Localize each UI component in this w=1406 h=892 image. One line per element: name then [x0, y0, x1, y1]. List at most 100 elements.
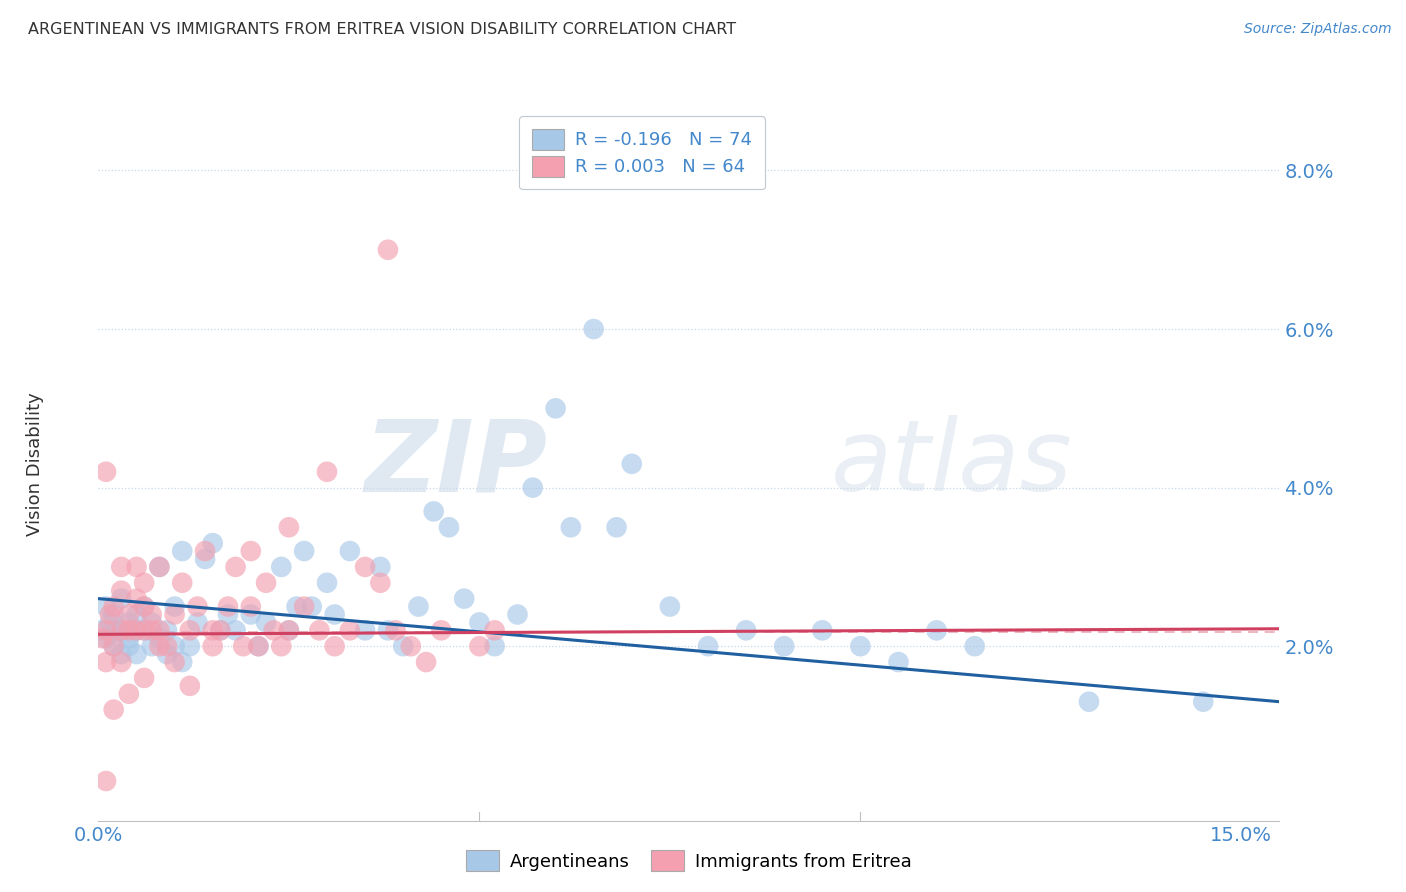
Point	[118, 607, 141, 622]
Point	[354, 560, 377, 574]
Point	[430, 624, 453, 638]
Point	[620, 457, 643, 471]
Point	[232, 639, 254, 653]
Point	[194, 552, 217, 566]
Point	[118, 639, 141, 653]
Point	[134, 599, 156, 614]
Point	[201, 536, 224, 550]
Point	[163, 655, 186, 669]
Legend: R = -0.196   N = 74, R = 0.003   N = 64: R = -0.196 N = 74, R = 0.003 N = 64	[519, 116, 765, 189]
Point	[94, 632, 117, 646]
Point	[156, 639, 179, 653]
Point	[254, 575, 277, 590]
Point	[263, 624, 285, 638]
Point	[316, 465, 339, 479]
Point	[339, 624, 361, 638]
Point	[194, 544, 217, 558]
Point	[606, 520, 628, 534]
Point	[201, 639, 224, 653]
Point	[134, 624, 156, 638]
Point	[468, 639, 491, 653]
Point	[209, 624, 232, 638]
Point	[247, 639, 270, 653]
Point	[735, 624, 758, 638]
Point	[110, 655, 132, 669]
Text: ARGENTINEAN VS IMMIGRANTS FROM ERITREA VISION DISABILITY CORRELATION CHART: ARGENTINEAN VS IMMIGRANTS FROM ERITREA V…	[28, 22, 737, 37]
Point	[118, 687, 141, 701]
Point	[94, 465, 117, 479]
Point	[254, 615, 277, 630]
Point	[415, 655, 437, 669]
Point	[163, 607, 186, 622]
Point	[118, 624, 141, 638]
Point	[94, 624, 117, 638]
Point	[107, 624, 129, 638]
Point	[110, 624, 132, 638]
Point	[506, 607, 529, 622]
Point	[179, 624, 201, 638]
Point	[110, 591, 132, 606]
Point	[110, 647, 132, 661]
Point	[370, 575, 392, 590]
Point	[323, 639, 346, 653]
Point	[560, 520, 582, 534]
Text: Source: ZipAtlas.com: Source: ZipAtlas.com	[1244, 22, 1392, 37]
Point	[148, 560, 170, 574]
Point	[1192, 695, 1215, 709]
Text: ZIP: ZIP	[364, 416, 547, 512]
Point	[887, 655, 910, 669]
Point	[437, 520, 460, 534]
Point	[172, 655, 194, 669]
Point	[156, 624, 179, 638]
Point	[91, 632, 114, 646]
Point	[201, 624, 224, 638]
Point	[141, 607, 163, 622]
Point	[172, 575, 194, 590]
Point	[277, 624, 299, 638]
Point	[377, 243, 399, 257]
Point	[110, 560, 132, 574]
Point	[148, 624, 170, 638]
Point	[209, 624, 232, 638]
Point	[94, 599, 117, 614]
Point	[94, 655, 117, 669]
Point	[270, 639, 292, 653]
Point	[134, 575, 156, 590]
Point	[399, 639, 422, 653]
Point	[98, 615, 121, 630]
Point	[186, 615, 208, 630]
Point	[94, 774, 117, 789]
Point	[270, 560, 292, 574]
Point	[339, 544, 361, 558]
Point	[179, 679, 201, 693]
Point	[103, 599, 125, 614]
Point	[134, 624, 156, 638]
Point	[308, 624, 330, 638]
Point	[179, 639, 201, 653]
Point	[422, 504, 444, 518]
Point	[392, 639, 415, 653]
Point	[134, 671, 156, 685]
Point	[301, 599, 323, 614]
Point	[239, 599, 262, 614]
Point	[148, 639, 170, 653]
Point	[156, 647, 179, 661]
Point	[522, 481, 544, 495]
Point	[91, 624, 114, 638]
Point	[118, 632, 141, 646]
Point	[186, 599, 208, 614]
Point	[1078, 695, 1101, 709]
Point	[582, 322, 605, 336]
Point	[239, 607, 262, 622]
Point	[125, 607, 148, 622]
Text: Vision Disability: Vision Disability	[27, 392, 44, 536]
Point	[484, 639, 506, 653]
Point	[354, 624, 377, 638]
Point	[963, 639, 986, 653]
Point	[384, 624, 406, 638]
Point	[377, 624, 399, 638]
Point	[811, 624, 834, 638]
Point	[316, 575, 339, 590]
Point	[217, 599, 239, 614]
Point	[163, 639, 186, 653]
